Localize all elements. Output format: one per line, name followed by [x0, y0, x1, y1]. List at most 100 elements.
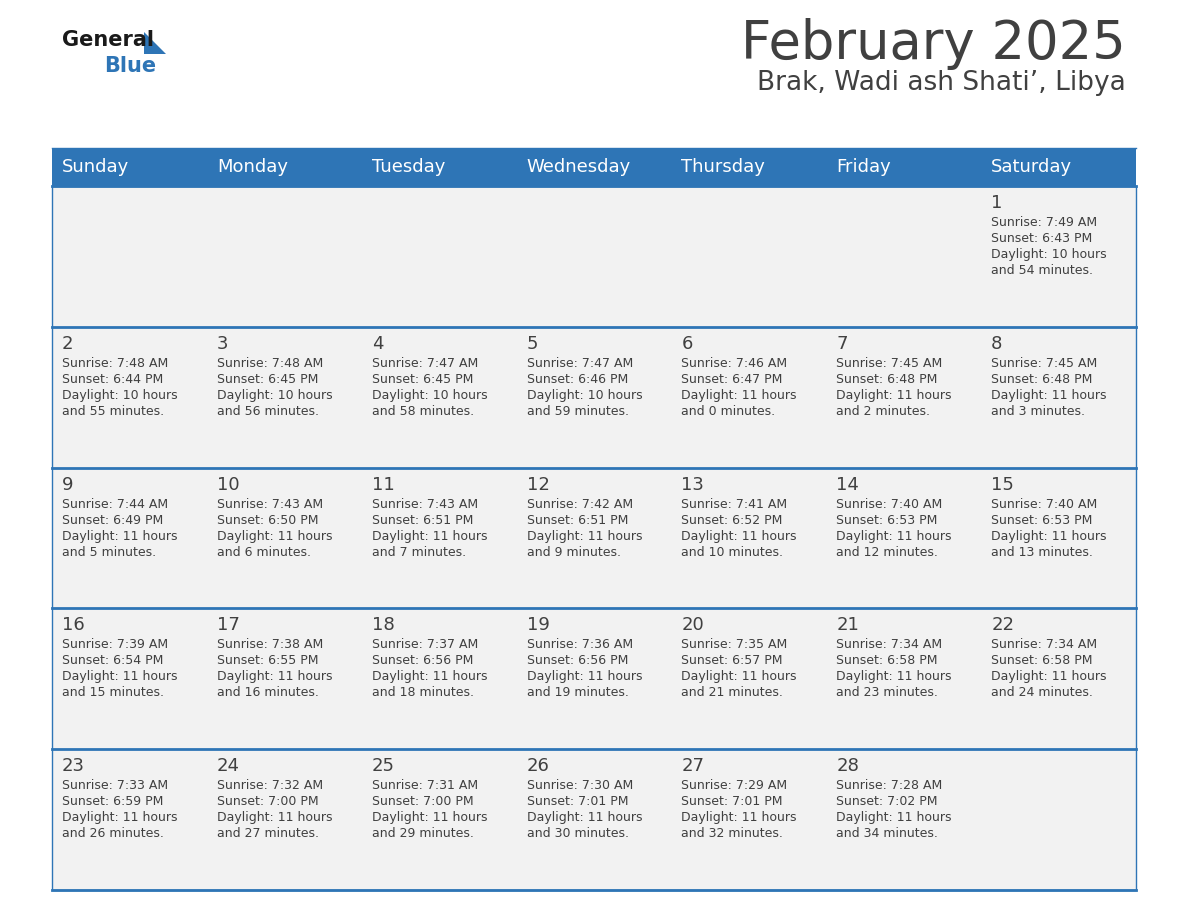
Text: Sunset: 6:48 PM: Sunset: 6:48 PM — [991, 373, 1093, 386]
Text: Sunset: 6:58 PM: Sunset: 6:58 PM — [836, 655, 937, 667]
Text: Daylight: 11 hours: Daylight: 11 hours — [372, 812, 487, 824]
Text: Daylight: 11 hours: Daylight: 11 hours — [372, 530, 487, 543]
Text: Daylight: 11 hours: Daylight: 11 hours — [217, 670, 333, 683]
Text: Daylight: 11 hours: Daylight: 11 hours — [682, 670, 797, 683]
Text: and 0 minutes.: and 0 minutes. — [682, 405, 776, 418]
Text: and 5 minutes.: and 5 minutes. — [62, 545, 156, 558]
Bar — [52, 749, 1136, 890]
Text: Sunrise: 7:43 AM: Sunrise: 7:43 AM — [217, 498, 323, 510]
Text: Sunset: 6:56 PM: Sunset: 6:56 PM — [372, 655, 473, 667]
Text: 20: 20 — [682, 616, 704, 634]
Text: Sunset: 6:45 PM: Sunset: 6:45 PM — [372, 373, 473, 386]
Text: Sunset: 6:47 PM: Sunset: 6:47 PM — [682, 373, 783, 386]
Text: and 21 minutes.: and 21 minutes. — [682, 687, 783, 700]
Text: Sunset: 6:43 PM: Sunset: 6:43 PM — [991, 232, 1093, 245]
Text: Sunset: 7:02 PM: Sunset: 7:02 PM — [836, 795, 937, 808]
Text: Daylight: 11 hours: Daylight: 11 hours — [836, 812, 952, 824]
Text: Sunset: 6:48 PM: Sunset: 6:48 PM — [836, 373, 937, 386]
Text: Daylight: 11 hours: Daylight: 11 hours — [526, 670, 642, 683]
Text: 14: 14 — [836, 476, 859, 494]
Text: and 24 minutes.: and 24 minutes. — [991, 687, 1093, 700]
Text: 25: 25 — [372, 757, 394, 775]
Text: Sunrise: 7:49 AM: Sunrise: 7:49 AM — [991, 216, 1098, 229]
Text: and 32 minutes.: and 32 minutes. — [682, 827, 783, 840]
Text: 27: 27 — [682, 757, 704, 775]
Text: 23: 23 — [62, 757, 86, 775]
Text: February 2025: February 2025 — [741, 18, 1126, 70]
Text: Monday: Monday — [217, 158, 287, 176]
Text: Sunset: 7:01 PM: Sunset: 7:01 PM — [682, 795, 783, 808]
Text: Sunrise: 7:34 AM: Sunrise: 7:34 AM — [836, 638, 942, 652]
Text: Sunset: 6:46 PM: Sunset: 6:46 PM — [526, 373, 627, 386]
Text: Sunset: 6:58 PM: Sunset: 6:58 PM — [991, 655, 1093, 667]
Text: General: General — [62, 30, 154, 50]
Text: and 18 minutes.: and 18 minutes. — [372, 687, 474, 700]
Text: Daylight: 11 hours: Daylight: 11 hours — [62, 670, 177, 683]
Text: Daylight: 10 hours: Daylight: 10 hours — [372, 389, 487, 402]
Text: 28: 28 — [836, 757, 859, 775]
Text: Blue: Blue — [105, 56, 156, 76]
Text: Sunset: 6:45 PM: Sunset: 6:45 PM — [217, 373, 318, 386]
Text: Sunrise: 7:45 AM: Sunrise: 7:45 AM — [991, 357, 1098, 370]
Text: Sunset: 6:51 PM: Sunset: 6:51 PM — [372, 513, 473, 527]
Text: Sunset: 6:59 PM: Sunset: 6:59 PM — [62, 795, 164, 808]
Text: Sunrise: 7:47 AM: Sunrise: 7:47 AM — [372, 357, 478, 370]
Text: Sunrise: 7:28 AM: Sunrise: 7:28 AM — [836, 779, 942, 792]
Text: and 58 minutes.: and 58 minutes. — [372, 405, 474, 418]
Text: and 27 minutes.: and 27 minutes. — [217, 827, 318, 840]
Text: Daylight: 11 hours: Daylight: 11 hours — [991, 530, 1107, 543]
Bar — [52, 327, 1136, 467]
Text: Daylight: 11 hours: Daylight: 11 hours — [836, 389, 952, 402]
Text: Sunset: 6:52 PM: Sunset: 6:52 PM — [682, 513, 783, 527]
Text: 18: 18 — [372, 616, 394, 634]
Text: 15: 15 — [991, 476, 1015, 494]
Text: Daylight: 11 hours: Daylight: 11 hours — [682, 812, 797, 824]
Text: Daylight: 10 hours: Daylight: 10 hours — [217, 389, 333, 402]
Text: and 30 minutes.: and 30 minutes. — [526, 827, 628, 840]
Text: 11: 11 — [372, 476, 394, 494]
Text: and 23 minutes.: and 23 minutes. — [836, 687, 939, 700]
Text: 5: 5 — [526, 335, 538, 353]
Text: and 56 minutes.: and 56 minutes. — [217, 405, 318, 418]
Text: Sunday: Sunday — [62, 158, 129, 176]
Text: Sunset: 6:49 PM: Sunset: 6:49 PM — [62, 513, 163, 527]
Text: Brak, Wadi ash Shati’, Libya: Brak, Wadi ash Shati’, Libya — [757, 70, 1126, 96]
Text: Daylight: 11 hours: Daylight: 11 hours — [372, 670, 487, 683]
Text: 2: 2 — [62, 335, 74, 353]
Text: Sunrise: 7:33 AM: Sunrise: 7:33 AM — [62, 779, 169, 792]
Text: 16: 16 — [62, 616, 84, 634]
Text: Sunset: 6:51 PM: Sunset: 6:51 PM — [526, 513, 628, 527]
Text: Daylight: 11 hours: Daylight: 11 hours — [62, 530, 177, 543]
Bar — [52, 186, 1136, 327]
Text: Sunset: 7:01 PM: Sunset: 7:01 PM — [526, 795, 628, 808]
Text: 12: 12 — [526, 476, 549, 494]
Text: 10: 10 — [217, 476, 240, 494]
Text: Sunset: 6:57 PM: Sunset: 6:57 PM — [682, 655, 783, 667]
Text: 3: 3 — [217, 335, 228, 353]
Text: Sunrise: 7:40 AM: Sunrise: 7:40 AM — [836, 498, 942, 510]
Text: and 16 minutes.: and 16 minutes. — [217, 687, 318, 700]
Text: Saturday: Saturday — [991, 158, 1073, 176]
Text: 13: 13 — [682, 476, 704, 494]
Text: Sunrise: 7:43 AM: Sunrise: 7:43 AM — [372, 498, 478, 510]
Text: Daylight: 10 hours: Daylight: 10 hours — [991, 248, 1107, 261]
Polygon shape — [144, 32, 166, 54]
Text: and 6 minutes.: and 6 minutes. — [217, 545, 311, 558]
Text: Daylight: 11 hours: Daylight: 11 hours — [836, 530, 952, 543]
Text: Wednesday: Wednesday — [526, 158, 631, 176]
Text: Sunrise: 7:45 AM: Sunrise: 7:45 AM — [836, 357, 942, 370]
Text: Sunrise: 7:47 AM: Sunrise: 7:47 AM — [526, 357, 633, 370]
Text: Sunset: 7:00 PM: Sunset: 7:00 PM — [217, 795, 318, 808]
Text: and 12 minutes.: and 12 minutes. — [836, 545, 939, 558]
Text: Daylight: 11 hours: Daylight: 11 hours — [991, 670, 1107, 683]
Text: 17: 17 — [217, 616, 240, 634]
Text: 19: 19 — [526, 616, 549, 634]
Text: 26: 26 — [526, 757, 549, 775]
Bar — [52, 467, 1136, 609]
Text: Sunrise: 7:32 AM: Sunrise: 7:32 AM — [217, 779, 323, 792]
Text: Daylight: 10 hours: Daylight: 10 hours — [526, 389, 643, 402]
Text: Sunrise: 7:34 AM: Sunrise: 7:34 AM — [991, 638, 1098, 652]
Text: 7: 7 — [836, 335, 848, 353]
Text: Friday: Friday — [836, 158, 891, 176]
Text: Sunrise: 7:41 AM: Sunrise: 7:41 AM — [682, 498, 788, 510]
